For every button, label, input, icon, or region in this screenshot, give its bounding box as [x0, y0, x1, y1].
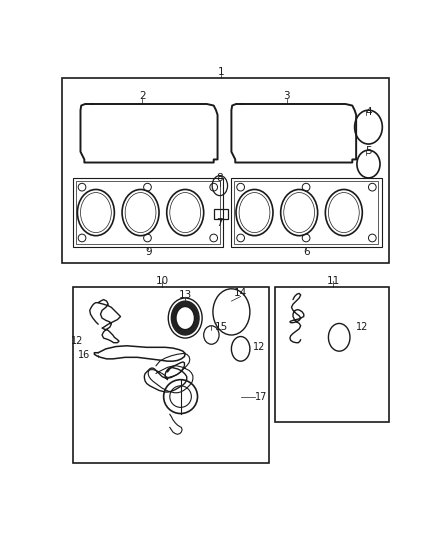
Bar	[73, 287, 269, 463]
Text: 2: 2	[139, 91, 145, 101]
Text: 17: 17	[254, 392, 267, 401]
Text: 14: 14	[234, 288, 247, 298]
Text: 10: 10	[155, 276, 169, 286]
Text: 4: 4	[365, 107, 372, 117]
Text: 1: 1	[218, 67, 225, 77]
Bar	[231, 178, 381, 247]
Bar	[234, 181, 378, 244]
Text: 5: 5	[365, 146, 372, 156]
Text: 3: 3	[283, 91, 290, 101]
Bar	[276, 287, 389, 422]
Ellipse shape	[171, 301, 199, 335]
Text: 16: 16	[78, 350, 91, 360]
Text: 13: 13	[179, 290, 192, 300]
Ellipse shape	[176, 306, 194, 329]
Text: 12: 12	[71, 336, 84, 346]
Bar	[76, 181, 220, 244]
Text: 6: 6	[303, 247, 309, 257]
Text: 15: 15	[215, 322, 228, 332]
Text: 11: 11	[326, 276, 340, 286]
Text: 7: 7	[216, 219, 223, 228]
Text: 8: 8	[216, 173, 223, 183]
Bar	[214, 209, 228, 219]
Text: 9: 9	[145, 247, 152, 257]
Text: 12: 12	[253, 342, 265, 352]
Bar	[73, 178, 223, 247]
Text: 12: 12	[356, 322, 368, 332]
Bar	[62, 78, 389, 263]
